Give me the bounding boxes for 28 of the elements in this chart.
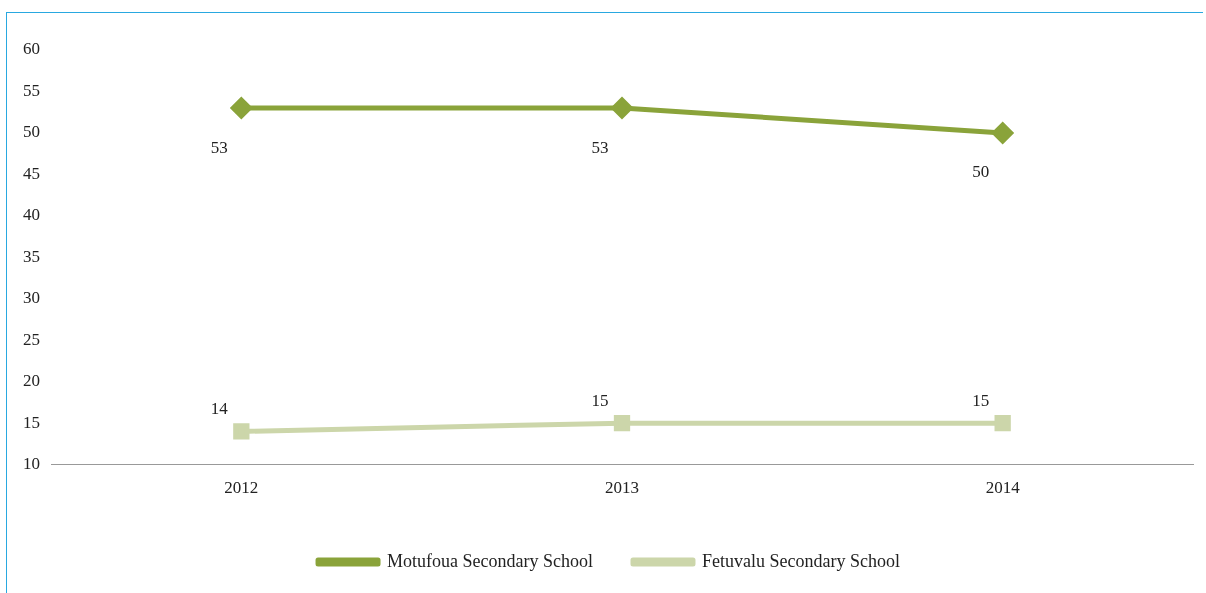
data-label: 15 <box>972 390 990 410</box>
data-label: 14 <box>210 398 229 418</box>
y-tick-label: 40 <box>23 205 40 225</box>
point <box>992 122 1014 144</box>
y-tick-label: 60 <box>23 39 40 59</box>
y-tick-label: 45 <box>23 163 40 183</box>
y-tick-label: 25 <box>23 329 40 349</box>
point <box>233 423 250 440</box>
y-tick-label: 15 <box>23 412 40 432</box>
data-label: 53 <box>591 137 609 157</box>
point <box>613 414 631 432</box>
y-tick-label: 10 <box>23 454 40 474</box>
x-tick-label: 2013 <box>605 478 639 498</box>
y-tick-label: 30 <box>23 288 40 308</box>
y-tick-label: 20 <box>23 371 40 391</box>
x-tick-label: 2014 <box>985 478 1021 498</box>
data-label: 53 <box>210 137 228 157</box>
data-label: 15 <box>591 390 609 410</box>
y-tick-label: 50 <box>23 122 40 142</box>
legend-label: Fetuvalu Secondary School <box>702 550 900 571</box>
point <box>230 97 252 119</box>
point <box>611 97 633 119</box>
data-label: 50 <box>972 162 990 182</box>
y-tick-label: 35 <box>23 246 40 266</box>
legend-label: Motufoua Secondary School <box>387 550 593 571</box>
point <box>994 414 1011 432</box>
y-tick-label: 55 <box>23 80 40 100</box>
x-tick-label: 2012 <box>224 478 259 498</box>
